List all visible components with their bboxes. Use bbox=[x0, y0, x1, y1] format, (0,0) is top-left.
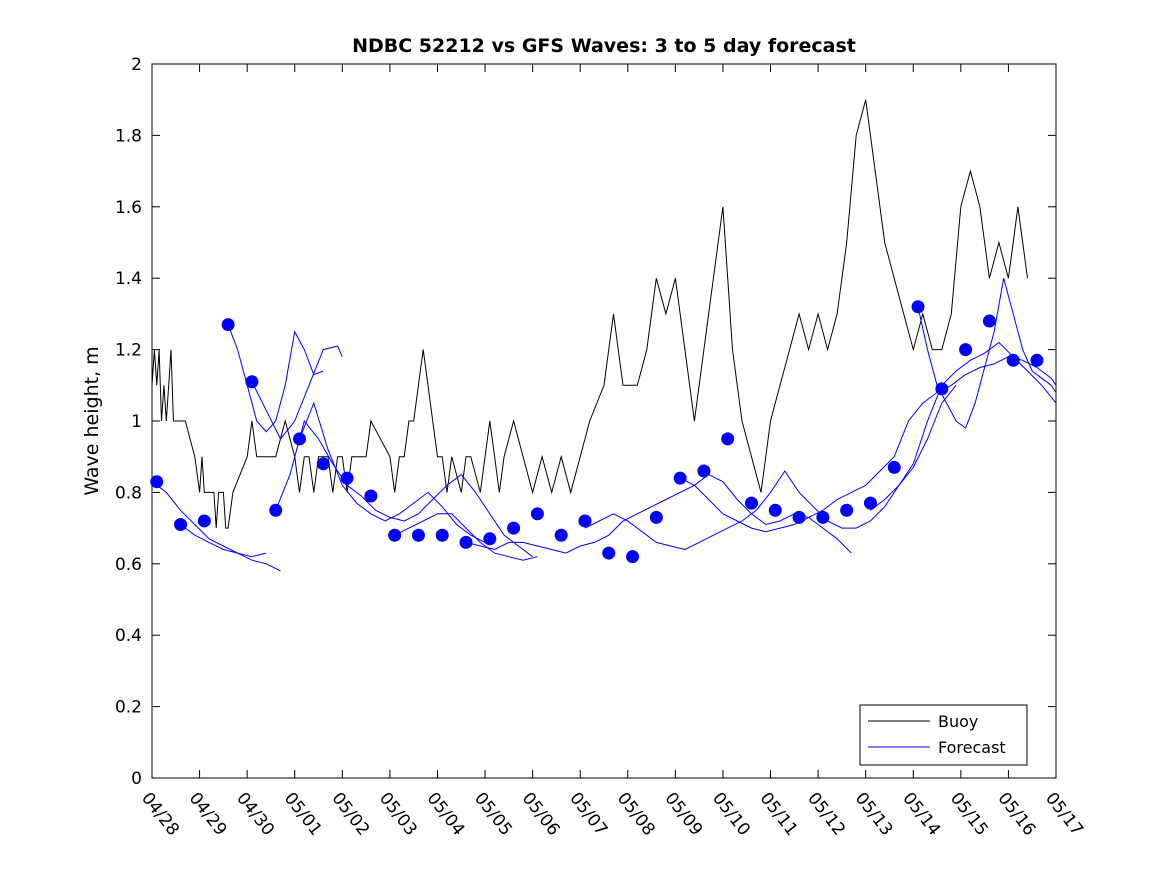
forecast-line bbox=[584, 384, 957, 551]
forecast-marker bbox=[863, 496, 877, 510]
forecast-marker bbox=[316, 457, 330, 471]
series-layer bbox=[151, 99, 1057, 572]
legend-box bbox=[859, 704, 1028, 766]
y-tick-label: 0.4 bbox=[115, 626, 142, 646]
plot-area bbox=[151, 63, 1057, 779]
forecast-marker bbox=[530, 507, 544, 521]
chart-title: NDBC 52212 vs GFS Waves: 3 to 5 day fore… bbox=[352, 35, 856, 57]
forecast-marker bbox=[507, 521, 521, 535]
forecast-marker bbox=[673, 471, 687, 485]
forecast-marker bbox=[221, 318, 235, 332]
forecast-marker bbox=[388, 528, 402, 542]
forecast-marker bbox=[697, 464, 711, 478]
forecast-line bbox=[180, 524, 281, 572]
forecast-marker bbox=[721, 432, 735, 446]
forecast-line bbox=[870, 341, 1057, 511]
y-tick-label: 0.8 bbox=[115, 483, 142, 503]
forecast-marker bbox=[411, 528, 425, 542]
forecast-marker bbox=[554, 528, 568, 542]
forecast-marker bbox=[887, 460, 901, 474]
forecast-marker bbox=[1006, 353, 1020, 367]
y-tick-label: 0 bbox=[131, 769, 142, 789]
y-tick-label: 2 bbox=[131, 55, 142, 75]
y-tick-label: 0.6 bbox=[115, 555, 142, 575]
forecast-marker bbox=[269, 503, 283, 517]
forecast-marker bbox=[197, 514, 211, 528]
forecast-marker bbox=[578, 514, 592, 528]
forecast-marker bbox=[1030, 353, 1044, 367]
forecast-line bbox=[465, 474, 852, 554]
marker-layer bbox=[150, 300, 1044, 564]
forecast-line bbox=[151, 481, 267, 558]
forecast-line bbox=[394, 513, 538, 561]
forecast-marker bbox=[840, 503, 854, 517]
forecast-marker bbox=[816, 510, 830, 524]
legend: Buoy Forecast bbox=[859, 704, 1028, 766]
legend-forecast-label: Forecast bbox=[938, 738, 1006, 757]
forecast-line bbox=[251, 345, 343, 440]
forecast-marker bbox=[792, 510, 806, 524]
forecast-marker bbox=[602, 546, 616, 560]
y-axis-label: Wave height, m bbox=[81, 346, 103, 495]
y-tick-label: 1.2 bbox=[115, 341, 142, 361]
forecast-marker bbox=[340, 471, 354, 485]
forecast-marker bbox=[364, 489, 378, 503]
forecast-marker bbox=[483, 532, 497, 546]
forecast-marker bbox=[744, 496, 758, 510]
forecast-marker bbox=[150, 475, 164, 489]
forecast-line bbox=[679, 356, 1057, 533]
y-tick-label: 1.8 bbox=[115, 126, 142, 146]
forecast-line bbox=[299, 401, 486, 543]
y-tick-label: 1.4 bbox=[115, 269, 142, 289]
y-tick-label: 0.2 bbox=[115, 698, 142, 718]
buoy-line bbox=[151, 99, 1028, 529]
forecast-marker bbox=[959, 343, 973, 357]
forecast-marker bbox=[174, 518, 188, 532]
forecast-marker bbox=[982, 314, 996, 328]
forecast-marker bbox=[626, 550, 640, 564]
forecast-line bbox=[227, 324, 324, 433]
forecast-marker bbox=[649, 510, 663, 524]
y-axis: 0 0.2 0.4 0.6 0.8 1 1.2 1.4 1.6 1.8 2 bbox=[115, 55, 1056, 789]
y-tick-label: 1.6 bbox=[115, 198, 142, 218]
legend-buoy-label: Buoy bbox=[938, 712, 978, 731]
forecast-marker bbox=[292, 432, 306, 446]
forecast-marker bbox=[911, 300, 925, 314]
forecast-marker bbox=[245, 375, 259, 389]
forecast-marker bbox=[935, 382, 949, 396]
forecast-marker bbox=[768, 503, 782, 517]
forecast-marker bbox=[435, 528, 449, 542]
y-tick-label: 1 bbox=[131, 412, 142, 432]
forecast-marker bbox=[459, 535, 473, 549]
forecast-line bbox=[275, 419, 533, 558]
